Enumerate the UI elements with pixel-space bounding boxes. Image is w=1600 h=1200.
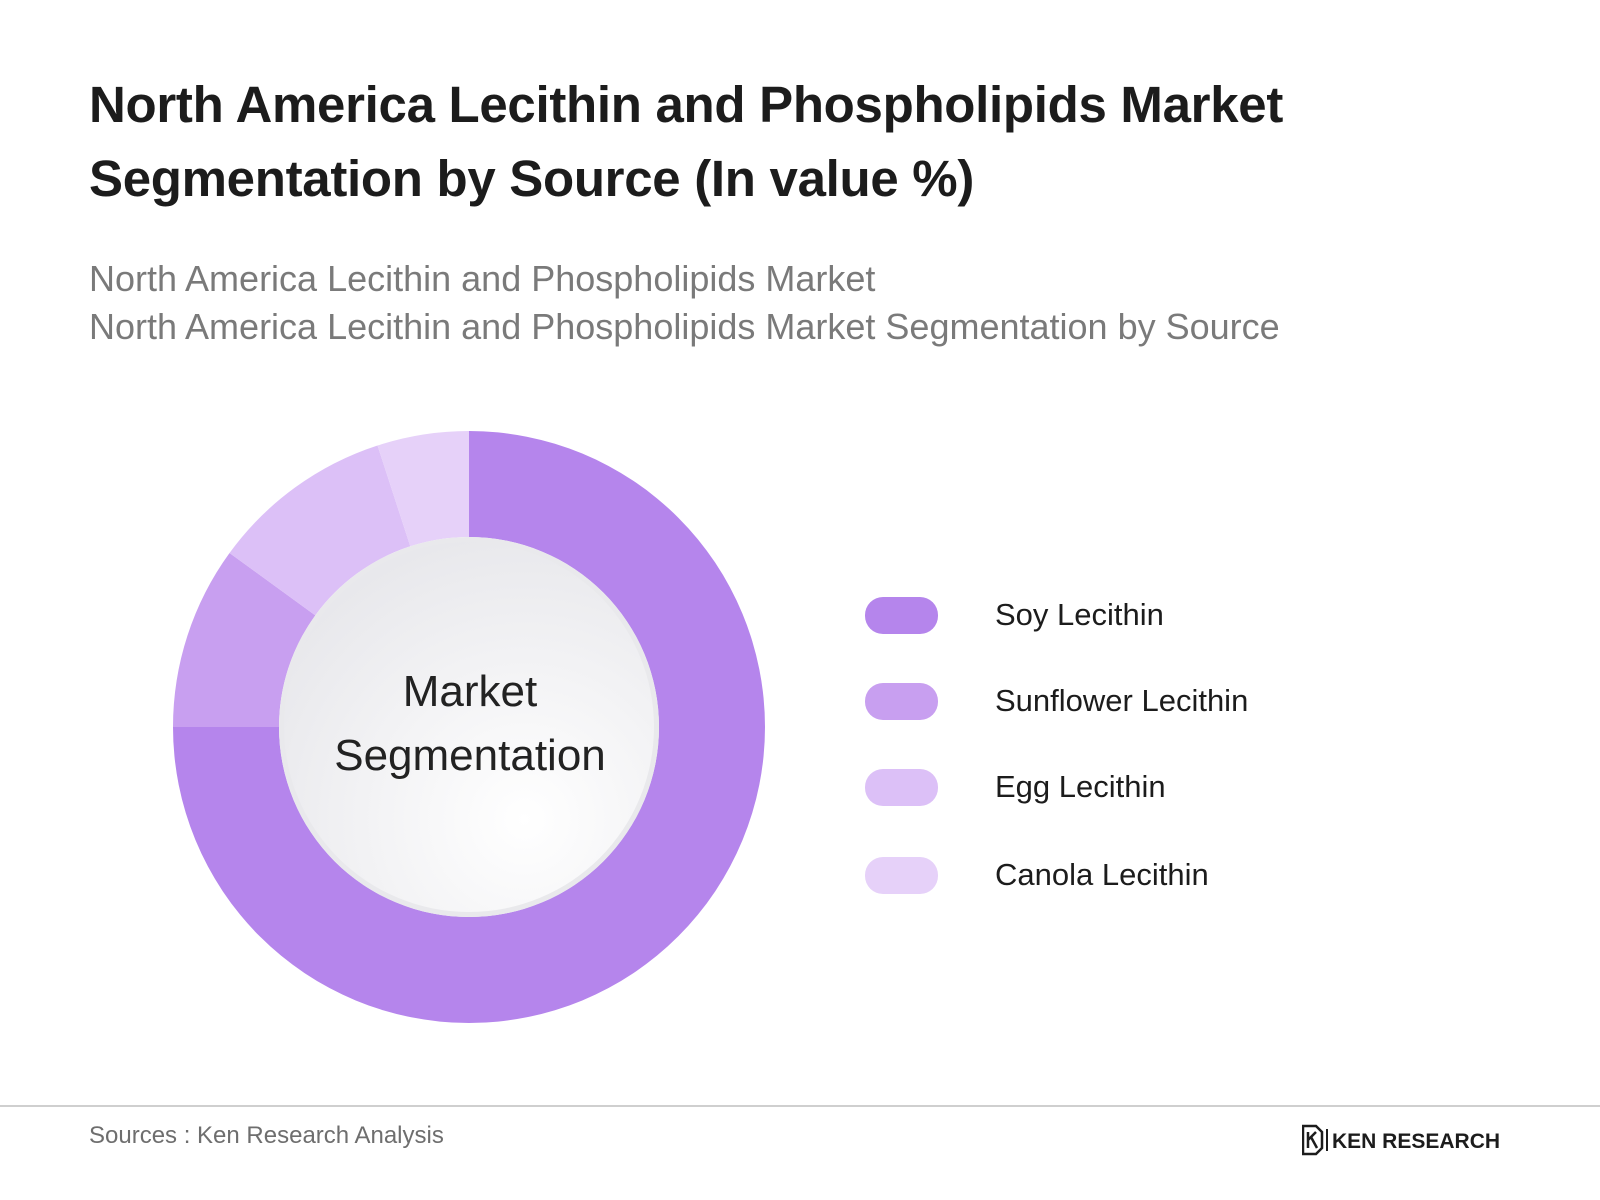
legend-swatch [865, 683, 938, 720]
chart-area [173, 431, 765, 1023]
center-label-line-1: Market [402, 667, 538, 716]
legend-label: Soy Lecithin [995, 597, 1164, 632]
page-title: North America Lecithin and Phospholipids… [89, 68, 1489, 216]
subtitle: North America Lecithin and Phospholipids… [89, 255, 1539, 351]
legend-item-egg: Egg Lecithin [865, 767, 1515, 807]
source-note: Sources : Ken Research Analysis [89, 1122, 444, 1149]
legend-item-canola: Canola Lecithin [865, 855, 1515, 895]
donut-chart [173, 431, 765, 1023]
ken-research-logo: KEN RESEARCH [1302, 1124, 1517, 1156]
footer-divider [0, 1105, 1600, 1107]
logo-text: KEN RESEARCH [1332, 1130, 1500, 1153]
donut-slices [173, 431, 765, 1023]
donut-hole [284, 542, 654, 912]
legend-label: Egg Lecithin [995, 769, 1166, 804]
ken-research-k-icon [1302, 1124, 1328, 1156]
legend-item-sunflower: Sunflower Lecithin [865, 681, 1515, 721]
subtitle-line-2: North America Lecithin and Phospholipids… [89, 306, 1280, 347]
legend-label: Canola Lecithin [995, 857, 1209, 892]
donut-center-label: Market Segmentation [280, 660, 660, 788]
legend-swatch [865, 857, 938, 894]
donut-slice-canola-lecithin [377, 431, 469, 547]
donut-slice-sunflower-lecithin [173, 553, 316, 727]
donut-slice-egg-lecithin [229, 445, 411, 616]
title-line-2: Segmentation by Source (In value %) [89, 150, 975, 207]
center-label-line-2: Segmentation [334, 731, 606, 780]
legend-item-soy: Soy Lecithin [865, 595, 1515, 635]
legend-swatch [865, 769, 938, 806]
donut-slice-soy-lecithin [173, 431, 765, 1023]
title-line-1: North America Lecithin and Phospholipids… [89, 76, 1284, 133]
subtitle-line-1: North America Lecithin and Phospholipids… [89, 258, 876, 299]
legend-swatch [865, 597, 938, 634]
legend-label: Sunflower Lecithin [995, 683, 1249, 718]
